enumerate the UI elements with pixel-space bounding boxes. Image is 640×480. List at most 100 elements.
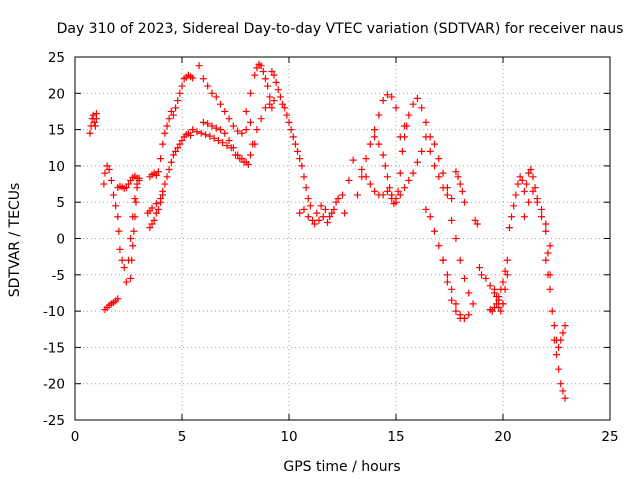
series-sat-aa (471, 216, 507, 308)
series-sat-l (242, 60, 276, 115)
data-point (557, 380, 565, 388)
data-point (291, 140, 299, 148)
data-point (279, 100, 287, 108)
data-point (154, 168, 162, 176)
data-point (473, 220, 481, 228)
data-point (328, 209, 336, 217)
data-point (204, 82, 212, 90)
data-point (306, 202, 314, 210)
data-point (544, 271, 552, 279)
data-point (148, 204, 156, 212)
data-point (456, 256, 464, 264)
data-point (452, 300, 460, 308)
data-point (118, 256, 126, 264)
data-point (217, 126, 225, 134)
data-point (452, 168, 460, 176)
data-point (431, 140, 439, 148)
data-point (174, 97, 182, 105)
y-tick-label: 15 (48, 123, 65, 139)
series-sat-r (353, 91, 400, 199)
data-point (405, 111, 413, 119)
x-tick-label: 10 (280, 429, 297, 445)
data-point (520, 213, 528, 221)
data-point (443, 278, 451, 286)
data-point (529, 173, 537, 181)
data-point (493, 293, 501, 301)
data-point (264, 82, 272, 90)
data-point (469, 300, 477, 308)
x-tick-label: 20 (494, 429, 511, 445)
data-point (555, 343, 563, 351)
data-point (300, 173, 308, 181)
series-sat-d (114, 172, 143, 192)
series-sat-ag (550, 336, 569, 402)
data-point (523, 180, 531, 188)
data-point (112, 202, 120, 210)
data-point (242, 126, 250, 134)
data-point (426, 213, 434, 221)
data-point (89, 111, 97, 119)
data-point (189, 126, 197, 134)
data-point (150, 216, 158, 224)
data-point (146, 224, 154, 232)
series-sat-f (146, 71, 197, 181)
series-sat-e (127, 184, 141, 282)
data-point (383, 91, 391, 99)
data-point (426, 147, 434, 155)
data-point (546, 285, 554, 293)
data-point (557, 336, 565, 344)
data-point (339, 191, 346, 199)
data-point (296, 155, 304, 163)
data-point (529, 187, 537, 195)
data-point (366, 140, 374, 148)
series-sat-s (358, 147, 426, 203)
data-point (512, 191, 520, 199)
data-point (238, 155, 246, 163)
data-point (178, 82, 186, 90)
data-points (86, 60, 569, 402)
data-point (550, 322, 558, 330)
data-point (261, 104, 269, 112)
data-point (324, 219, 332, 227)
data-point (546, 242, 554, 250)
data-point (418, 104, 426, 112)
data-point (86, 129, 94, 137)
data-point (163, 122, 171, 130)
data-point (371, 126, 379, 134)
data-point (187, 131, 195, 139)
data-point (210, 134, 218, 142)
data-point (135, 176, 143, 184)
data-point (212, 124, 220, 132)
data-point (362, 155, 370, 163)
data-point (460, 274, 468, 282)
data-point (401, 184, 409, 192)
series-sat-o (296, 191, 346, 224)
data-point (559, 387, 567, 395)
data-point (131, 195, 139, 203)
data-point (379, 191, 387, 199)
data-point (561, 322, 569, 330)
data-point (531, 184, 539, 192)
data-point (388, 93, 396, 101)
data-point (413, 158, 421, 166)
data-point (132, 198, 140, 206)
data-point (375, 140, 383, 148)
data-point (486, 282, 494, 290)
data-point (161, 129, 169, 137)
data-point (217, 100, 225, 108)
data-point (465, 289, 473, 297)
data-point (105, 166, 113, 174)
data-point (122, 278, 130, 286)
data-point (129, 242, 137, 250)
series-sat-w (422, 205, 468, 322)
data-point (133, 184, 141, 192)
series-sat-q (341, 156, 357, 217)
data-point (460, 198, 468, 206)
data-point (127, 274, 135, 282)
data-point (249, 140, 257, 148)
series-sat-t (371, 122, 411, 208)
data-point (460, 314, 468, 322)
data-point (225, 115, 233, 123)
grid (75, 57, 610, 420)
data-point (101, 169, 109, 177)
